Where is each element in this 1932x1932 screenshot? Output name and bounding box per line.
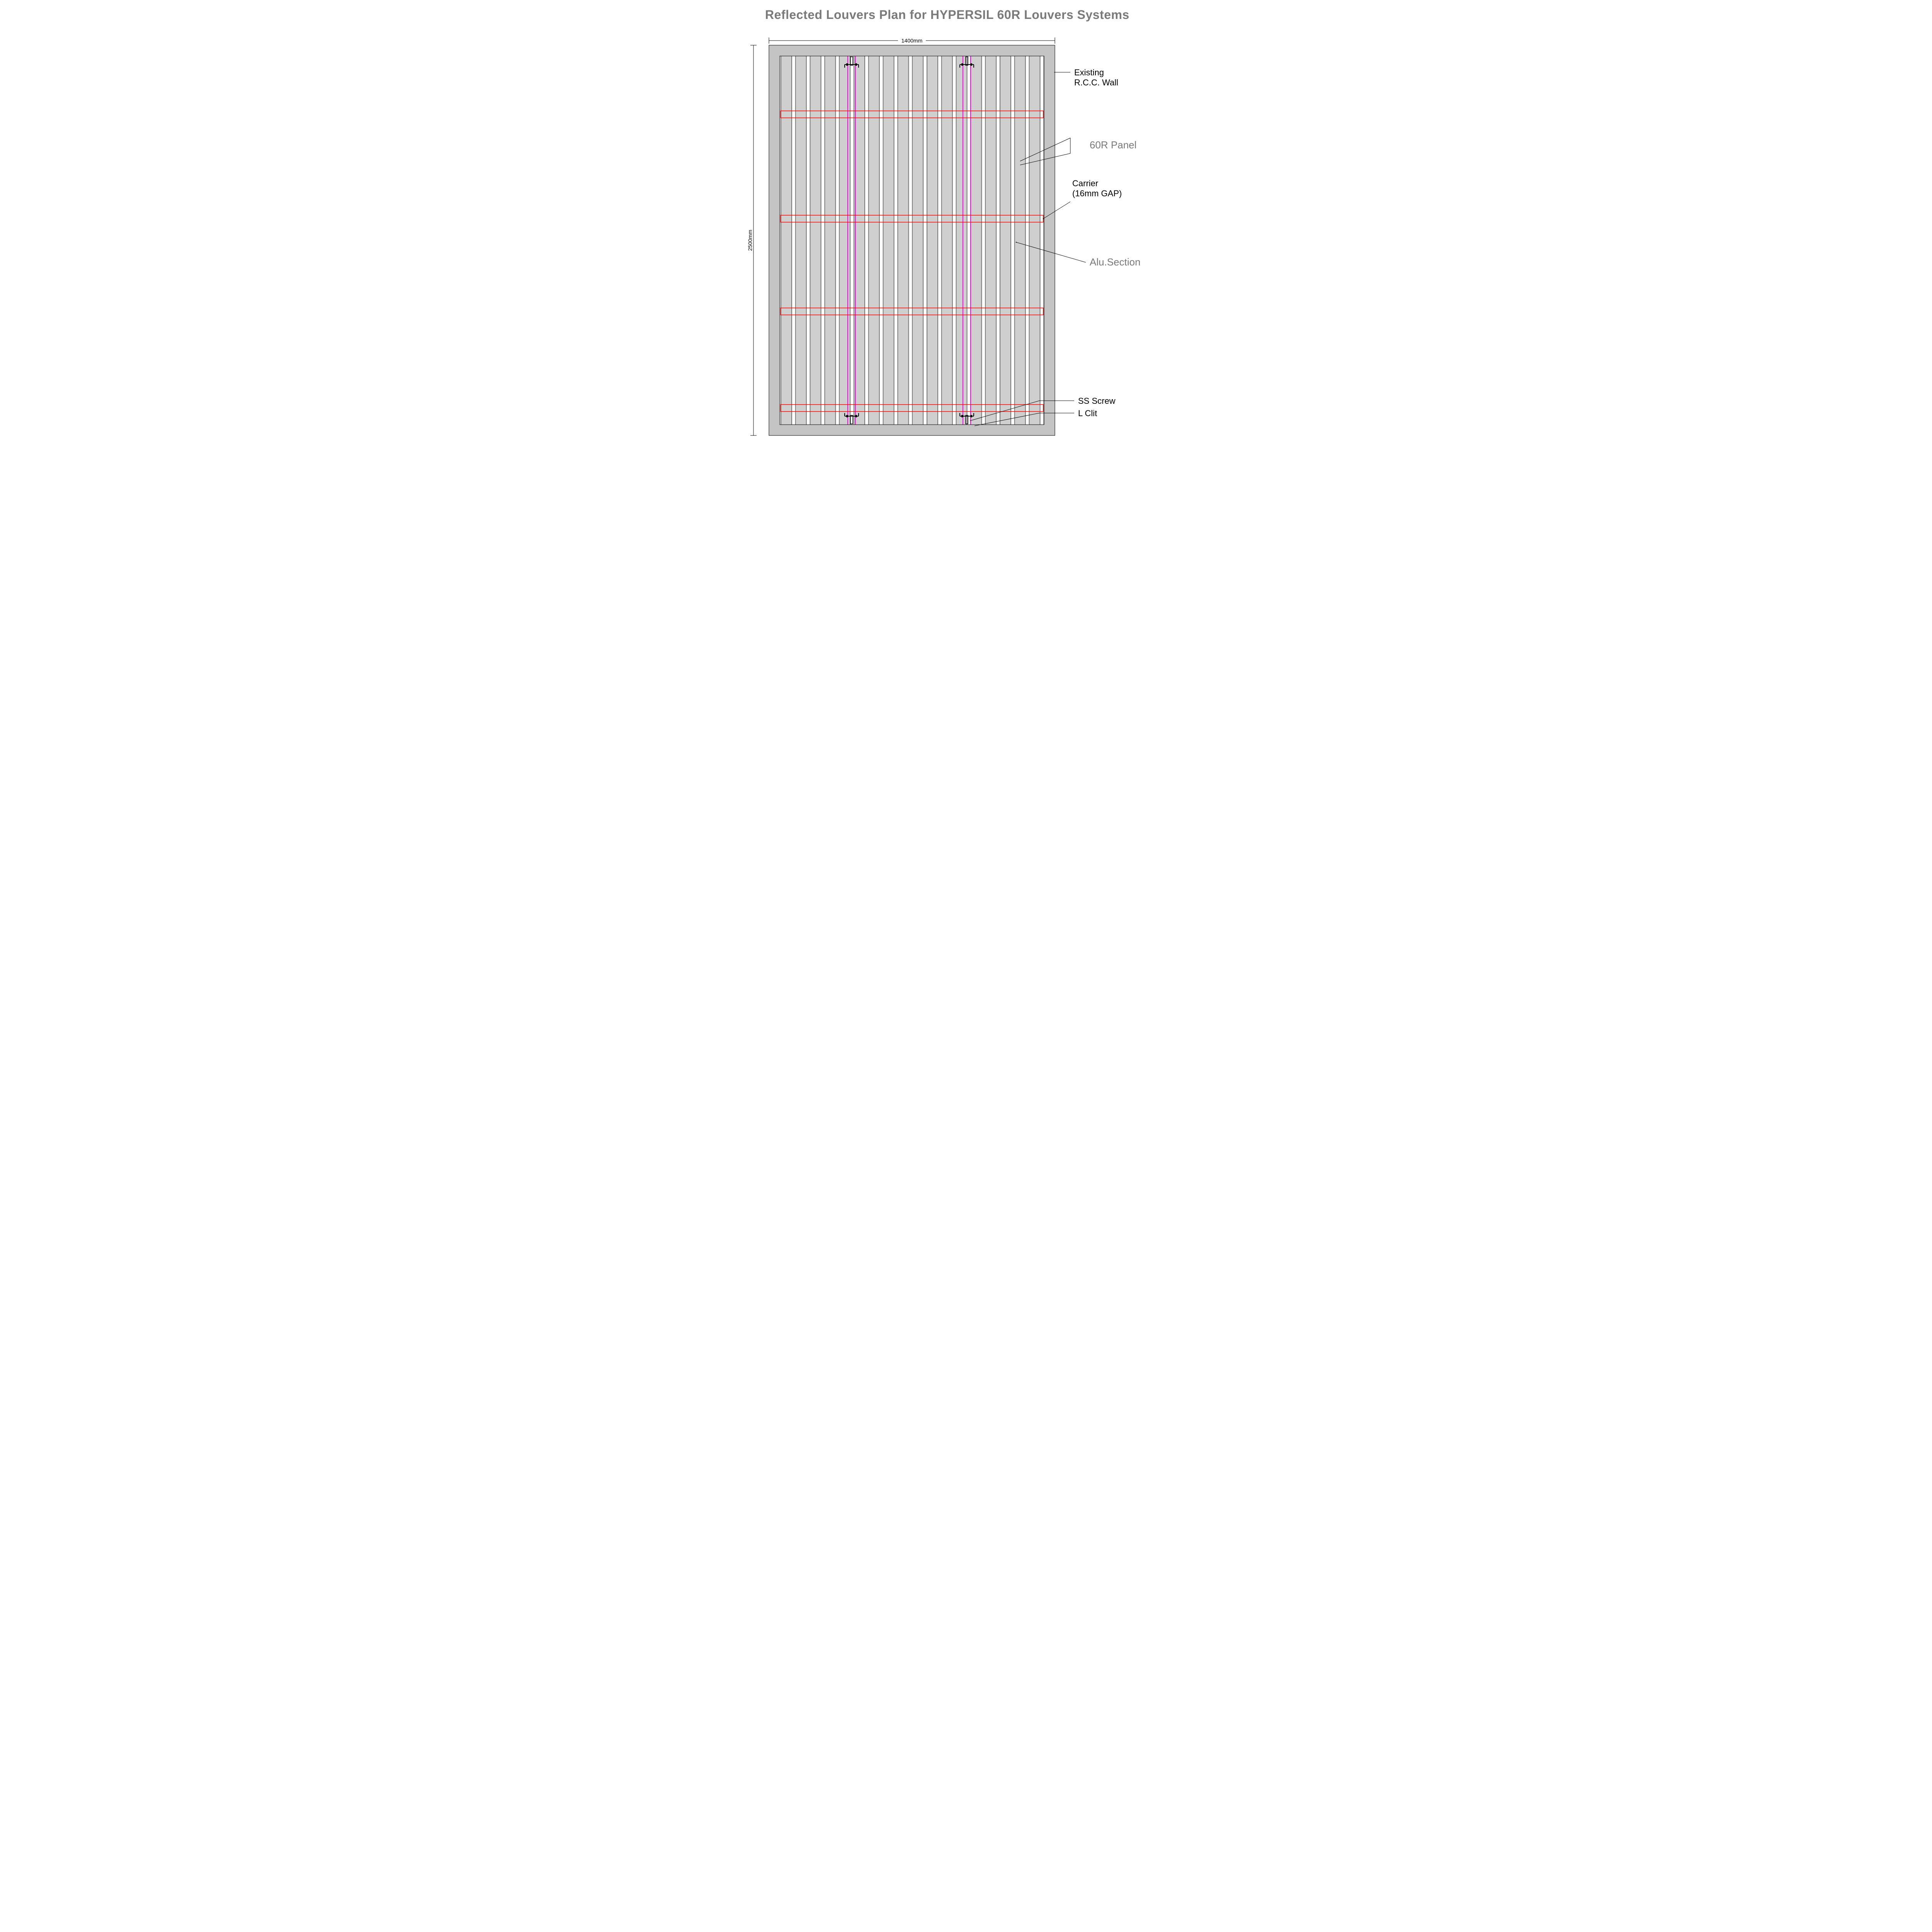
dim-height-label: 2500mm — [747, 230, 753, 251]
panels-group — [781, 56, 1044, 425]
ss-screw — [961, 63, 963, 66]
panel-face — [927, 56, 937, 425]
panel-face — [957, 56, 967, 425]
callout-lclit: L Clit — [1078, 408, 1097, 418]
ss-screw — [961, 415, 963, 417]
panel-edge — [883, 56, 884, 425]
callout-rcc-2: R.C.C. Wall — [1074, 78, 1118, 87]
leader-dot — [1016, 242, 1017, 243]
panel-edge — [1014, 56, 1015, 425]
panel-face — [986, 56, 996, 425]
panel-edge — [795, 56, 796, 425]
panel-face — [869, 56, 879, 425]
panel-edge — [967, 56, 968, 425]
ss-screw — [855, 415, 857, 417]
panel-face — [840, 56, 850, 425]
panel-edge — [941, 56, 942, 425]
panel-edge — [985, 56, 986, 425]
panel-face — [971, 56, 981, 425]
ss-screw — [846, 63, 848, 66]
panel-edge — [879, 56, 880, 425]
panel-face — [1000, 56, 1010, 425]
panel-edge — [1029, 56, 1030, 425]
callout-rcc: Existing — [1074, 68, 1104, 77]
callout-alu: Alu.Section — [1090, 256, 1141, 268]
panel-edge — [937, 56, 938, 425]
panel-edge — [835, 56, 836, 425]
panel-edge — [839, 56, 840, 425]
panel-face — [811, 56, 821, 425]
panel-face — [1030, 56, 1040, 425]
panel-face — [942, 56, 952, 425]
panel-edge — [952, 56, 953, 425]
ss-screw — [970, 63, 972, 66]
ss-screw — [846, 415, 848, 417]
panel-face — [825, 56, 835, 425]
dim-width-label: 1400mm — [901, 37, 922, 44]
panel-edge — [824, 56, 825, 425]
ss-screw — [970, 415, 972, 417]
page-title: Reflected Louvers Plan for HYPERSIL 60R … — [765, 8, 1190, 22]
panel-edge — [868, 56, 869, 425]
panel-edge — [1025, 56, 1026, 425]
callout-screw: SS Screw — [1078, 396, 1116, 406]
panel-edge — [908, 56, 909, 425]
leader-dot — [1043, 218, 1044, 219]
panel-edge — [956, 56, 957, 425]
panel-face — [898, 56, 908, 425]
callout-panel: 60R Panel — [1090, 139, 1136, 151]
panel-face — [913, 56, 923, 425]
panel-edge — [1040, 56, 1041, 425]
panel-face — [781, 56, 791, 425]
panel-edge — [864, 56, 865, 425]
ss-screw — [855, 63, 857, 66]
panel-edge — [912, 56, 913, 425]
panel-edge — [894, 56, 895, 425]
panel-edge — [897, 56, 898, 425]
panel-edge — [810, 56, 811, 425]
panel-edge — [806, 56, 807, 425]
panel-edge — [791, 56, 792, 425]
panel-face — [1015, 56, 1025, 425]
panel-face — [884, 56, 894, 425]
panel-edge — [996, 56, 997, 425]
louvers-plan-drawing: 1400mm 2500mm ExistingR.C.C. Wall 60R Panel… — [742, 26, 1190, 466]
panel-edge — [981, 56, 982, 425]
panel-edge — [1010, 56, 1011, 425]
panel-face — [796, 56, 806, 425]
callout-carrier-2: (16mm GAP) — [1072, 189, 1122, 198]
callout-carrier: Carrier — [1072, 179, 1098, 188]
